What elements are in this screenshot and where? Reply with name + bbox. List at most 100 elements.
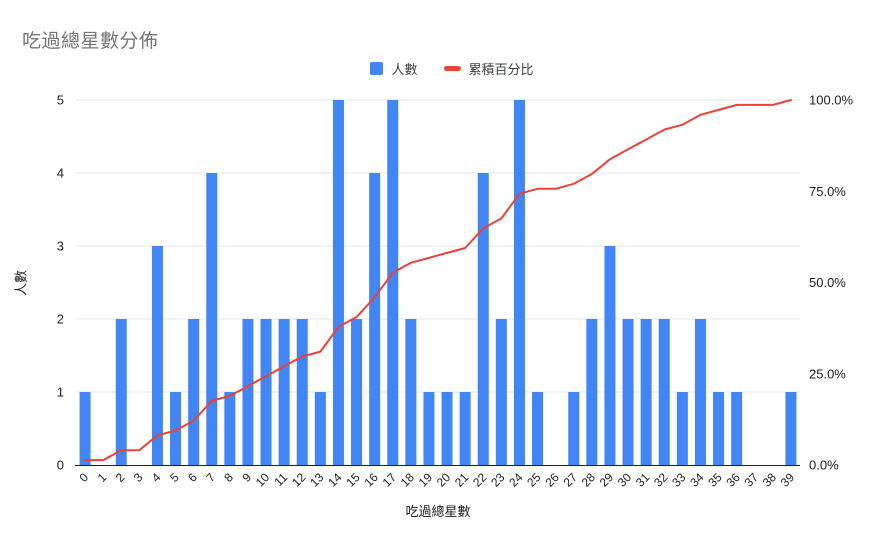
chart-title: 吃過總星數分佈 [22,31,159,52]
bar [495,319,507,465]
bar [369,173,381,465]
bar [206,173,218,465]
bar [513,100,525,465]
x-tick-label: 8 [221,470,236,485]
x-tick-label: 23 [488,470,508,490]
right-tick-label: 50.0% [809,275,846,290]
bar [260,319,272,465]
x-tick-label: 18 [398,470,418,490]
x-tick-label: 36 [723,470,743,490]
legend-item-people[interactable]: 人數 [370,59,418,78]
bar [79,392,91,465]
bars [79,100,797,465]
right-tick-label: 0.0% [809,458,839,473]
x-tick-label: 12 [289,470,309,490]
x-tick-label: 34 [687,470,707,490]
x-tick-label: 14 [325,470,345,490]
x-tick-label: 33 [669,470,689,490]
x-tick-label: 19 [416,470,436,490]
x-tick-label: 38 [760,470,780,490]
legend-item-cumulative-percent[interactable]: 累積百分比 [443,59,534,78]
x-tick-label: 11 [272,470,291,489]
bar [785,392,797,465]
bar [314,392,326,465]
bar [441,392,453,465]
bar [170,392,182,465]
bar [242,319,254,465]
bar-series-swatch-icon [370,62,384,75]
x-tick-label: 24 [506,470,526,490]
bar [694,319,706,465]
bar [731,392,743,465]
x-tick-label: 17 [380,470,400,490]
x-tick-label: 32 [651,470,671,490]
left-tick-label: 3 [57,239,64,254]
bar [604,246,616,465]
x-tick-label: 4 [149,470,164,485]
bar [188,319,200,465]
left-tick-label: 0 [57,458,64,473]
left-tick-label: 1 [57,385,64,400]
x-tick-label: 2 [113,470,128,485]
cumulative-line [84,99,792,462]
left-tick-label: 5 [57,93,64,108]
bar [459,392,471,465]
x-tick-label: 10 [253,470,273,490]
right-tick-label: 75.0% [809,184,846,199]
x-tick-label: 20 [434,470,454,490]
line-series-swatch-icon [443,66,461,71]
x-tick-label: 25 [524,470,544,490]
x-tick-label: 1 [95,470,110,485]
bar [477,173,489,465]
bar [532,392,544,465]
x-tick-label: 26 [542,470,562,490]
right-tick-label: 100.0% [809,93,854,108]
legend-label-cumulative-percent: 累積百分比 [468,62,534,77]
x-tick-label: 7 [203,470,218,485]
x-tick-label: 27 [561,470,581,490]
legend-label-people: 人數 [391,62,418,77]
x-tick-label: 30 [615,470,635,490]
x-tick-label: 28 [579,470,599,490]
bar [568,392,580,465]
right-axis-labels: 0.0% 25.0% 50.0% 75.0% 100.0% [809,93,854,473]
right-tick-label: 25.0% [809,366,846,381]
x-tick-label: 3 [131,470,146,485]
bar [676,392,688,465]
gridlines [76,99,800,393]
legend: 人數 累積百分比 [14,59,876,78]
left-tick-label: 2 [57,312,64,327]
bar [622,319,634,465]
x-tick-label: 35 [705,470,725,490]
bar [640,319,652,465]
bar [151,246,163,465]
x-axis-title: 吃過總星數 [405,504,471,519]
bar [586,319,598,465]
bar [278,319,290,465]
x-tick-label: 0 [76,470,91,485]
bar [115,319,127,465]
left-tick-label: 4 [57,166,64,181]
bar [224,392,236,465]
bar [405,319,417,465]
bar [387,100,399,465]
x-tick-label: 15 [343,470,363,490]
bar [351,319,363,465]
x-tick-label: 16 [361,470,381,490]
bar [713,392,725,465]
x-axis-labels: 0 1 2 3 4 5 6 7 8 910 1112131415161718192021222324… [76,470,797,490]
x-tick-label: 37 [742,470,762,490]
bar [296,319,308,465]
x-tick-label: 39 [778,470,798,490]
bar [332,100,344,465]
x-tick-label: 29 [597,470,617,490]
x-tick-label: 21 [452,470,472,490]
bar [423,392,435,465]
left-axis-labels: 0 1 2 3 4 5 [57,93,64,473]
x-tick-label: 22 [470,470,490,490]
x-tick-label: 6 [185,470,200,485]
bar [658,319,670,465]
x-tick-label: 13 [307,470,327,490]
x-tick-label: 5 [167,470,182,485]
